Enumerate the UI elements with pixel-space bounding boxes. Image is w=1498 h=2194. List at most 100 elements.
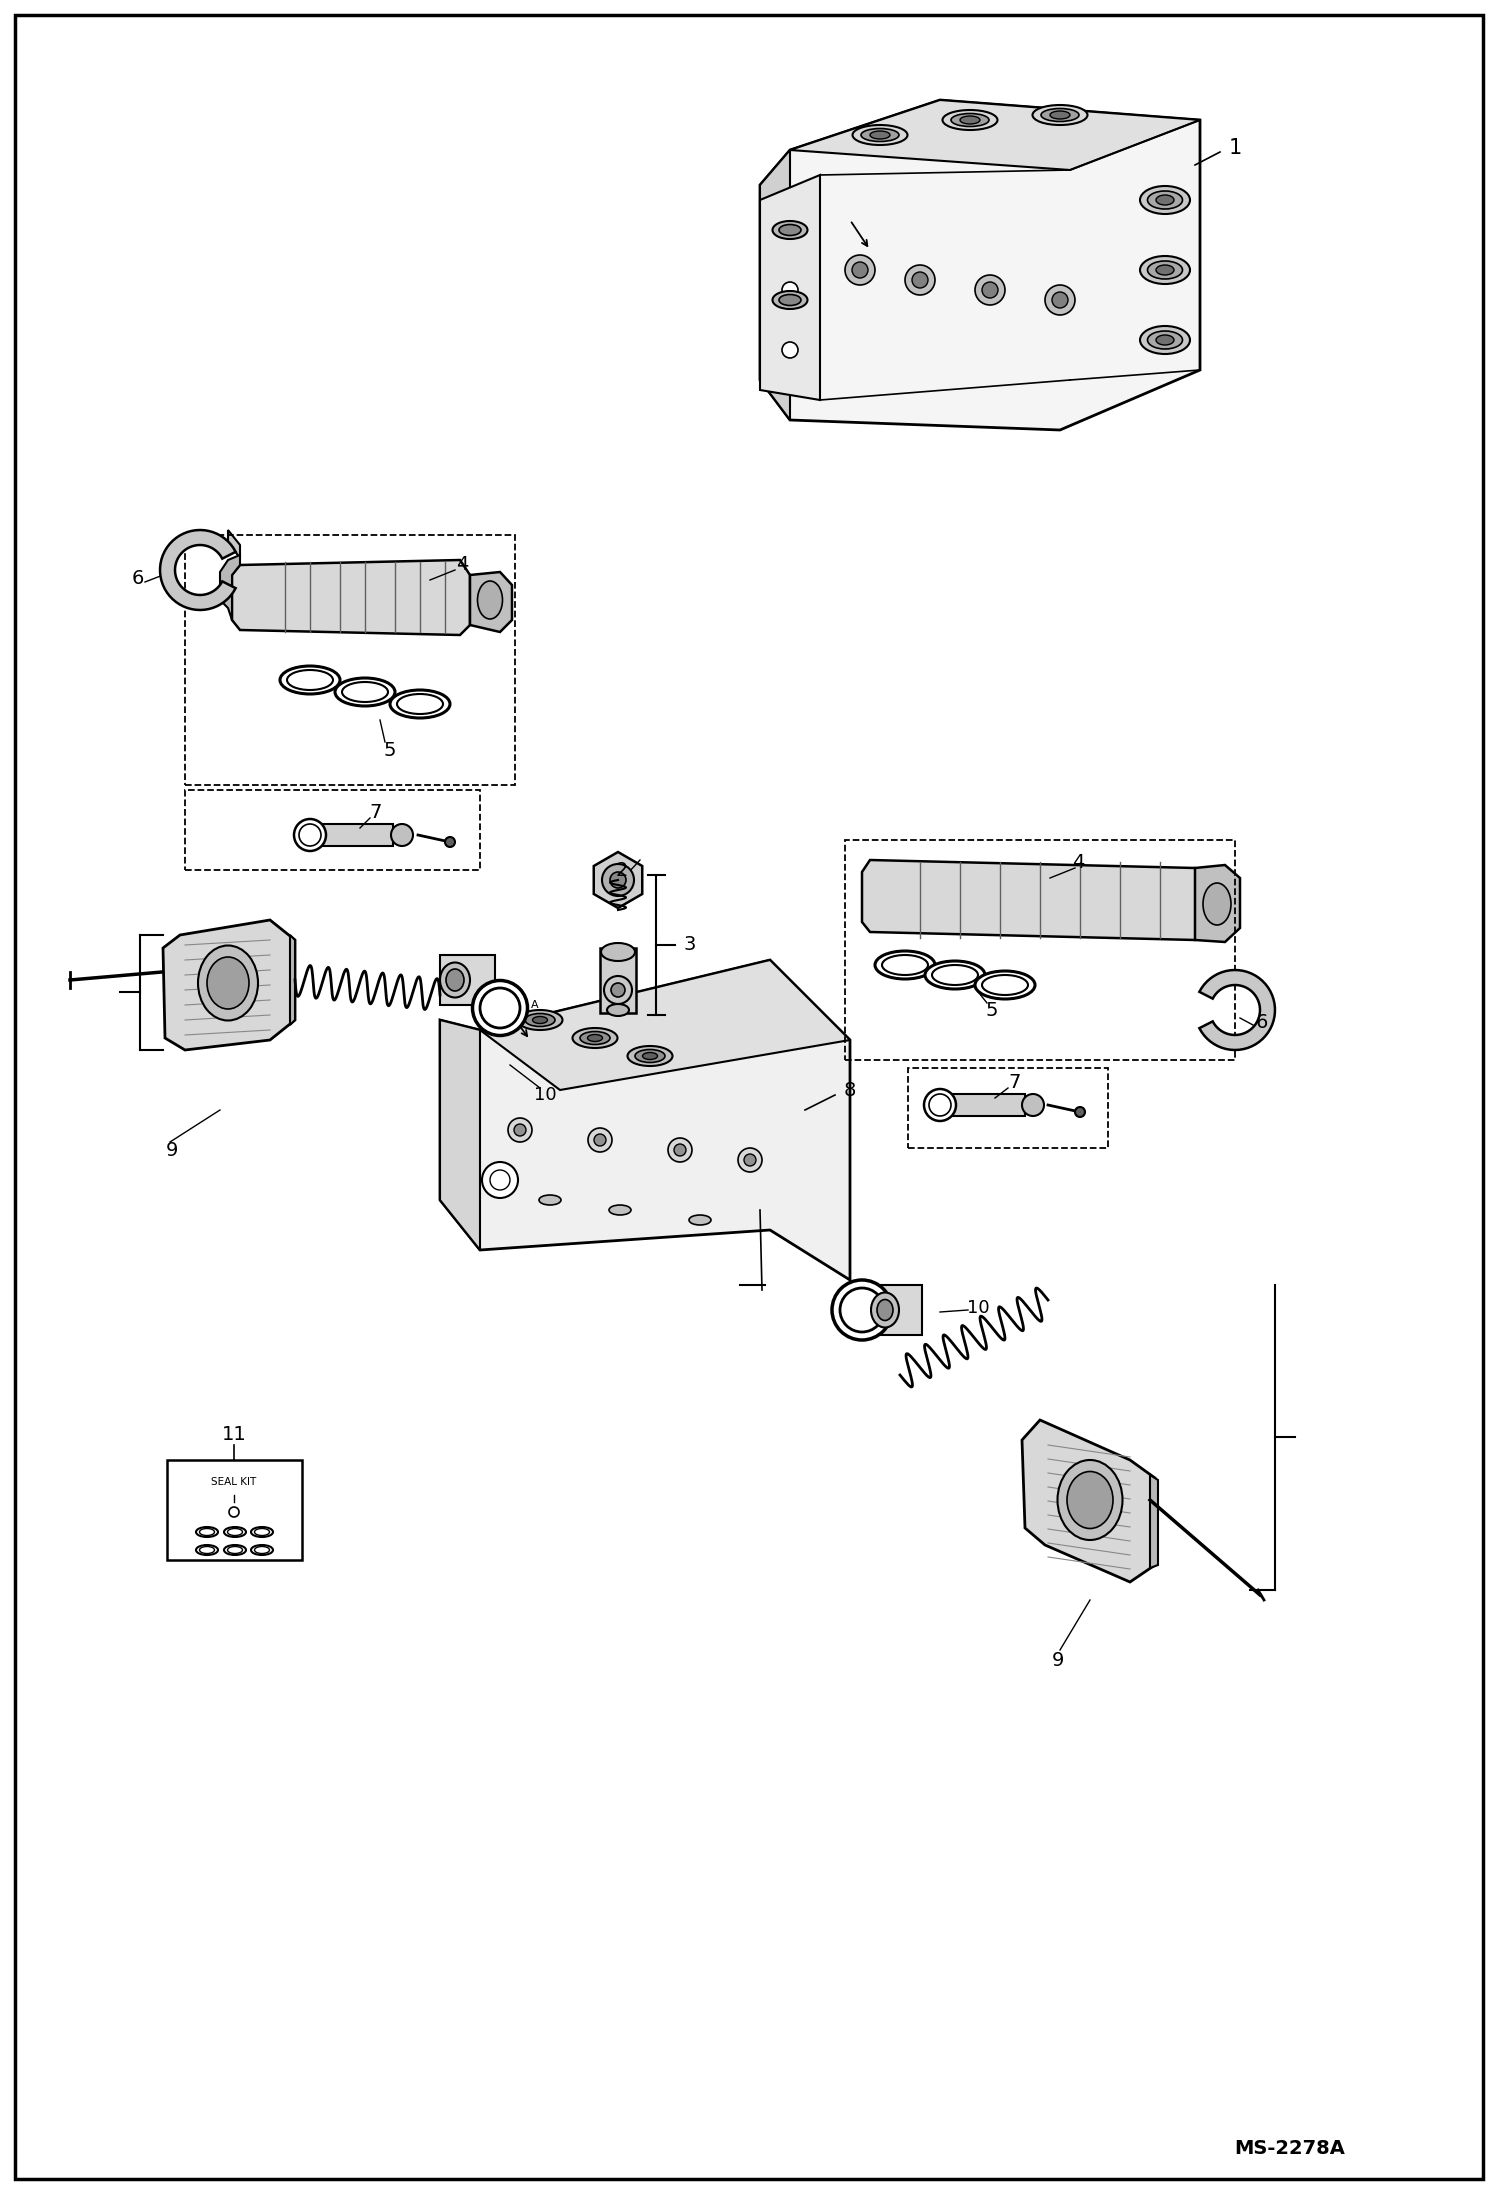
Ellipse shape xyxy=(1156,336,1174,344)
Ellipse shape xyxy=(225,1545,246,1556)
Circle shape xyxy=(1052,292,1068,307)
Ellipse shape xyxy=(207,957,249,1009)
Ellipse shape xyxy=(479,987,520,1029)
Ellipse shape xyxy=(1032,105,1088,125)
Ellipse shape xyxy=(1140,186,1189,215)
Circle shape xyxy=(852,261,867,279)
Ellipse shape xyxy=(580,1031,610,1044)
Ellipse shape xyxy=(228,1529,243,1536)
Text: 4: 4 xyxy=(1071,853,1085,871)
Polygon shape xyxy=(1200,970,1275,1051)
Circle shape xyxy=(912,272,927,287)
Polygon shape xyxy=(163,919,295,1051)
Polygon shape xyxy=(861,860,1204,939)
Ellipse shape xyxy=(643,1053,658,1060)
Ellipse shape xyxy=(1147,331,1182,349)
Ellipse shape xyxy=(280,667,340,693)
Circle shape xyxy=(508,1119,532,1143)
Bar xyxy=(950,1095,1025,1117)
Text: 7: 7 xyxy=(370,803,382,821)
Circle shape xyxy=(229,1507,240,1516)
Bar xyxy=(440,954,494,1005)
Circle shape xyxy=(514,1123,526,1136)
Ellipse shape xyxy=(391,825,413,847)
Ellipse shape xyxy=(524,1014,554,1027)
Text: 8: 8 xyxy=(843,1079,857,1099)
Polygon shape xyxy=(759,176,819,399)
Ellipse shape xyxy=(932,965,978,985)
Polygon shape xyxy=(1150,1474,1158,1569)
Ellipse shape xyxy=(294,818,327,851)
Circle shape xyxy=(782,222,798,237)
Ellipse shape xyxy=(472,981,527,1036)
Ellipse shape xyxy=(1203,882,1231,926)
Polygon shape xyxy=(232,559,470,634)
Bar xyxy=(601,948,637,1014)
Ellipse shape xyxy=(773,222,807,239)
Ellipse shape xyxy=(446,970,464,992)
Circle shape xyxy=(610,871,626,889)
Polygon shape xyxy=(160,531,235,610)
Circle shape xyxy=(490,1169,509,1189)
Circle shape xyxy=(905,265,935,294)
Text: 11: 11 xyxy=(222,1426,246,1444)
Circle shape xyxy=(602,864,634,895)
Ellipse shape xyxy=(397,693,443,713)
Ellipse shape xyxy=(951,114,989,127)
Text: MS-2278A: MS-2278A xyxy=(1234,2139,1345,2157)
Ellipse shape xyxy=(610,1205,631,1215)
Circle shape xyxy=(674,1143,686,1156)
Ellipse shape xyxy=(960,116,980,125)
Ellipse shape xyxy=(779,224,801,235)
Polygon shape xyxy=(440,961,849,1279)
Ellipse shape xyxy=(773,292,807,309)
Ellipse shape xyxy=(876,1299,893,1321)
Bar xyxy=(318,825,392,847)
Circle shape xyxy=(1076,1108,1085,1117)
Polygon shape xyxy=(470,573,512,632)
Text: 6: 6 xyxy=(1255,1011,1269,1031)
Ellipse shape xyxy=(601,943,635,961)
Text: 5: 5 xyxy=(986,1000,998,1020)
Circle shape xyxy=(739,1147,762,1172)
Circle shape xyxy=(482,1163,518,1198)
Ellipse shape xyxy=(924,961,986,989)
Ellipse shape xyxy=(300,825,321,847)
Ellipse shape xyxy=(861,129,899,140)
Text: 1: 1 xyxy=(1228,138,1242,158)
Ellipse shape xyxy=(870,132,890,138)
Ellipse shape xyxy=(1022,1095,1044,1117)
Bar xyxy=(184,790,479,871)
Circle shape xyxy=(611,983,625,996)
Ellipse shape xyxy=(852,125,908,145)
Ellipse shape xyxy=(517,1009,563,1029)
Ellipse shape xyxy=(440,963,470,998)
Ellipse shape xyxy=(198,946,258,1020)
Ellipse shape xyxy=(587,1036,602,1042)
Polygon shape xyxy=(220,555,240,621)
Ellipse shape xyxy=(831,1279,891,1341)
Ellipse shape xyxy=(1041,108,1079,121)
Ellipse shape xyxy=(228,1547,243,1553)
Text: 3: 3 xyxy=(683,935,697,954)
Polygon shape xyxy=(228,531,240,557)
Ellipse shape xyxy=(532,1016,547,1022)
Ellipse shape xyxy=(199,1529,214,1536)
Polygon shape xyxy=(610,873,626,886)
Polygon shape xyxy=(440,1020,479,1251)
Circle shape xyxy=(745,1154,756,1165)
Bar xyxy=(908,1068,1109,1147)
Text: SEAL KIT: SEAL KIT xyxy=(211,1477,256,1488)
Ellipse shape xyxy=(252,1527,273,1538)
Ellipse shape xyxy=(1050,112,1070,118)
Ellipse shape xyxy=(924,1088,956,1121)
Circle shape xyxy=(782,342,798,358)
Polygon shape xyxy=(789,101,1200,169)
Polygon shape xyxy=(479,961,849,1090)
Ellipse shape xyxy=(635,1049,665,1062)
Ellipse shape xyxy=(336,678,395,706)
Circle shape xyxy=(845,255,875,285)
Bar xyxy=(184,535,515,785)
Ellipse shape xyxy=(196,1545,219,1556)
Ellipse shape xyxy=(1058,1459,1122,1540)
